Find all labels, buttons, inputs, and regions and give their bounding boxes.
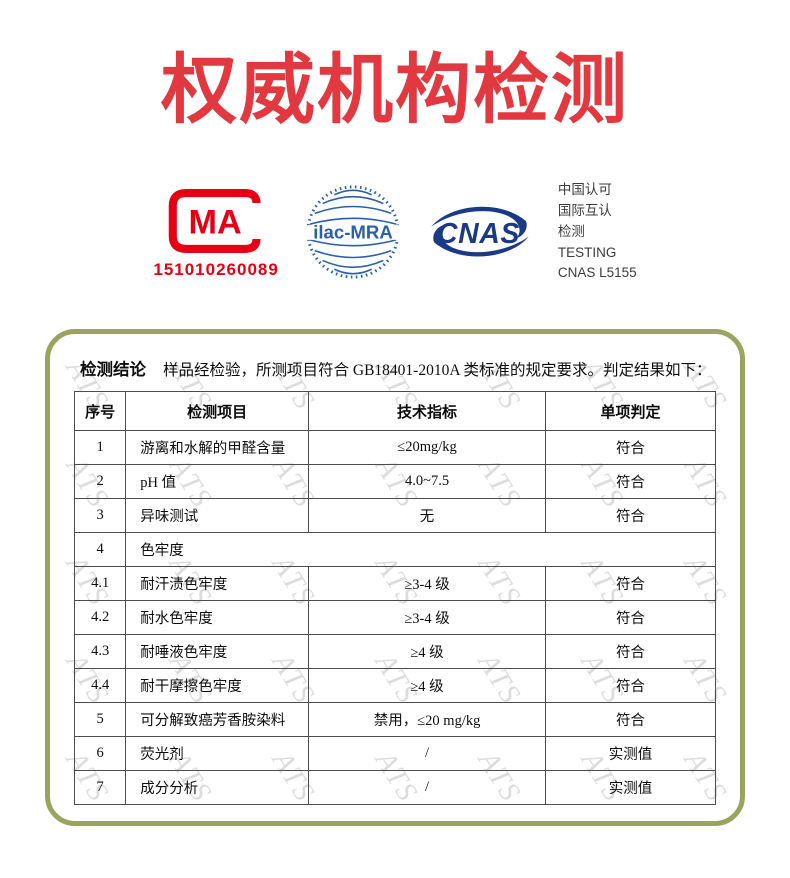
cell-spec: ≤20mg/kg	[307, 430, 547, 466]
cma-license-number: 151010260089	[153, 259, 279, 279]
cell-item: 荧光剂	[125, 736, 309, 772]
table-row: 4.4 耐干摩擦色牢度 ≥4 级 符合	[73, 668, 716, 704]
header-item: 检测项目	[125, 391, 309, 432]
cell-item: 耐水色牢度	[125, 600, 309, 636]
header-spec: 技术指标	[307, 391, 547, 432]
header-no: 序号	[73, 391, 127, 432]
cnas-logo-text: CNAS	[437, 217, 520, 249]
cell-item: pH 值	[125, 464, 309, 500]
cell-no: 7	[73, 770, 127, 806]
cell-result: 符合	[545, 464, 716, 500]
cell-no: 4.4	[73, 668, 127, 704]
table-row: 4.1 耐汗渍色牢度 ≥3-4 级 符合	[73, 566, 716, 602]
cnas-text-line: 国际互认	[557, 202, 612, 218]
cell-result: 符合	[545, 702, 716, 738]
table-row: 4.2 耐水色牢度 ≥3-4 级 符合	[73, 600, 716, 636]
table-row: 4 色牢度	[73, 532, 716, 568]
cma-logo-text: MA	[189, 203, 242, 241]
cell-spec: 禁用，≤20 mg/kg	[307, 702, 547, 738]
table-row: 1 游离和水解的甲醛含量 ≤20mg/kg 符合	[73, 430, 716, 466]
certification-logos-row: MA 151010260089 ilac-MRA CNAS	[0, 177, 790, 287]
cnas-text-line: CNAS L5155	[557, 265, 637, 281]
cell-spec: 4.0~7.5	[307, 464, 547, 500]
cnas-text-line: TESTING	[557, 244, 617, 260]
cell-result: 符合	[545, 634, 716, 670]
cell-item: 成分分析	[125, 770, 309, 806]
ilac-mra-logo-text: ilac-MRA	[313, 221, 393, 242]
conclusion-label: 检测结论	[80, 360, 146, 380]
test-results-table: 序号 检测项目 技术指标 单项判定 1 游离和水解的甲醛含量 ≤20mg/kg …	[73, 391, 716, 806]
cell-spec: /	[307, 736, 547, 772]
cell-no: 4.2	[73, 600, 127, 636]
cell-result: 实测值	[545, 736, 716, 772]
cell-no: 4.1	[73, 566, 127, 602]
cnas-text-line: 中国认可	[557, 181, 612, 197]
conclusion-text: 样品经检验，所测项目符合 GB18401-2010A 类标准的规定要求。判定结果…	[163, 362, 712, 380]
cnas-logo-icon: CNAS	[431, 206, 529, 257]
cell-no: 4	[73, 532, 127, 568]
cell-result: 符合	[545, 668, 716, 704]
table-row: 3 异味测试 无 符合	[73, 498, 716, 534]
cell-spec: ≥3-4 级	[307, 600, 547, 636]
report-content: 检测结论 样品经检验，所测项目符合 GB18401-2010A 类标准的规定要求。…	[73, 356, 716, 806]
cma-logo-icon: MA	[168, 188, 261, 253]
page-title: 权威机构检测	[161, 48, 629, 133]
header-result: 单项判定	[545, 391, 716, 432]
cell-item: 异味测试	[125, 498, 309, 534]
cell-result: 符合	[545, 430, 716, 466]
cma-logo-block: MA 151010260089	[153, 185, 278, 280]
cell-result: 符合	[545, 600, 716, 636]
cell-no: 1	[73, 430, 127, 466]
table-row: 4.3 耐唾液色牢度 ≥4 级 符合	[73, 634, 716, 670]
cell-no: 5	[73, 702, 127, 738]
cell-result: 实测值	[545, 770, 716, 806]
cell-spec: ≥3-4 级	[307, 566, 547, 602]
table-header-row: 序号 检测项目 技术指标 单项判定	[73, 391, 716, 432]
cell-spec: ≥4 级	[307, 634, 547, 670]
cnas-accreditation-text: 中国认可 国际互认 检测 TESTING CNAS L5155	[558, 180, 637, 285]
cell-no: 2	[73, 464, 127, 500]
cell-result: 符合	[545, 566, 716, 602]
cell-item: 可分解致癌芳香胺染料	[125, 702, 309, 738]
cell-spec: ≥4 级	[307, 668, 547, 704]
cell-no: 3	[73, 498, 127, 534]
cell-no: 4.3	[73, 634, 127, 670]
report-panel: ATS ATS ATS ATS ATS ATS ATS ATS ATS ATS ATS ATS ATS A…	[45, 329, 745, 827]
cell-spec: /	[307, 770, 547, 806]
cell-spec: 无	[307, 498, 547, 534]
table-row: 2 pH 值 4.0~7.5 符合	[73, 464, 716, 500]
table-body: 1 游离和水解的甲醛含量 ≤20mg/kg 符合 2 pH 值 4.0~7.5 …	[73, 430, 716, 806]
table-header: 序号 检测项目 技术指标 单项判定	[73, 391, 716, 432]
table-row: 5 可分解致癌芳香胺染料 禁用，≤20 mg/kg 符合	[73, 702, 716, 738]
cell-item: 游离和水解的甲醛含量	[125, 430, 309, 466]
cell-item: 耐唾液色牢度	[125, 634, 309, 670]
cnas-text-line: 检测	[557, 223, 585, 239]
table-row: 7 成分分析 / 实测值	[73, 770, 716, 806]
ilac-mra-logo-icon: ilac-MRA	[305, 185, 400, 279]
conclusion-line: 检测结论 样品经检验，所测项目符合 GB18401-2010A 类标准的规定要求。…	[80, 356, 716, 380]
cell-item: 耐干摩擦色牢度	[125, 668, 309, 704]
cell-item: 耐汗渍色牢度	[125, 566, 309, 602]
cell-no: 6	[73, 736, 127, 772]
cell-result: 符合	[545, 498, 716, 534]
cell-item: 色牢度	[125, 532, 716, 568]
table-row: 6 荧光剂 / 实测值	[73, 736, 716, 772]
